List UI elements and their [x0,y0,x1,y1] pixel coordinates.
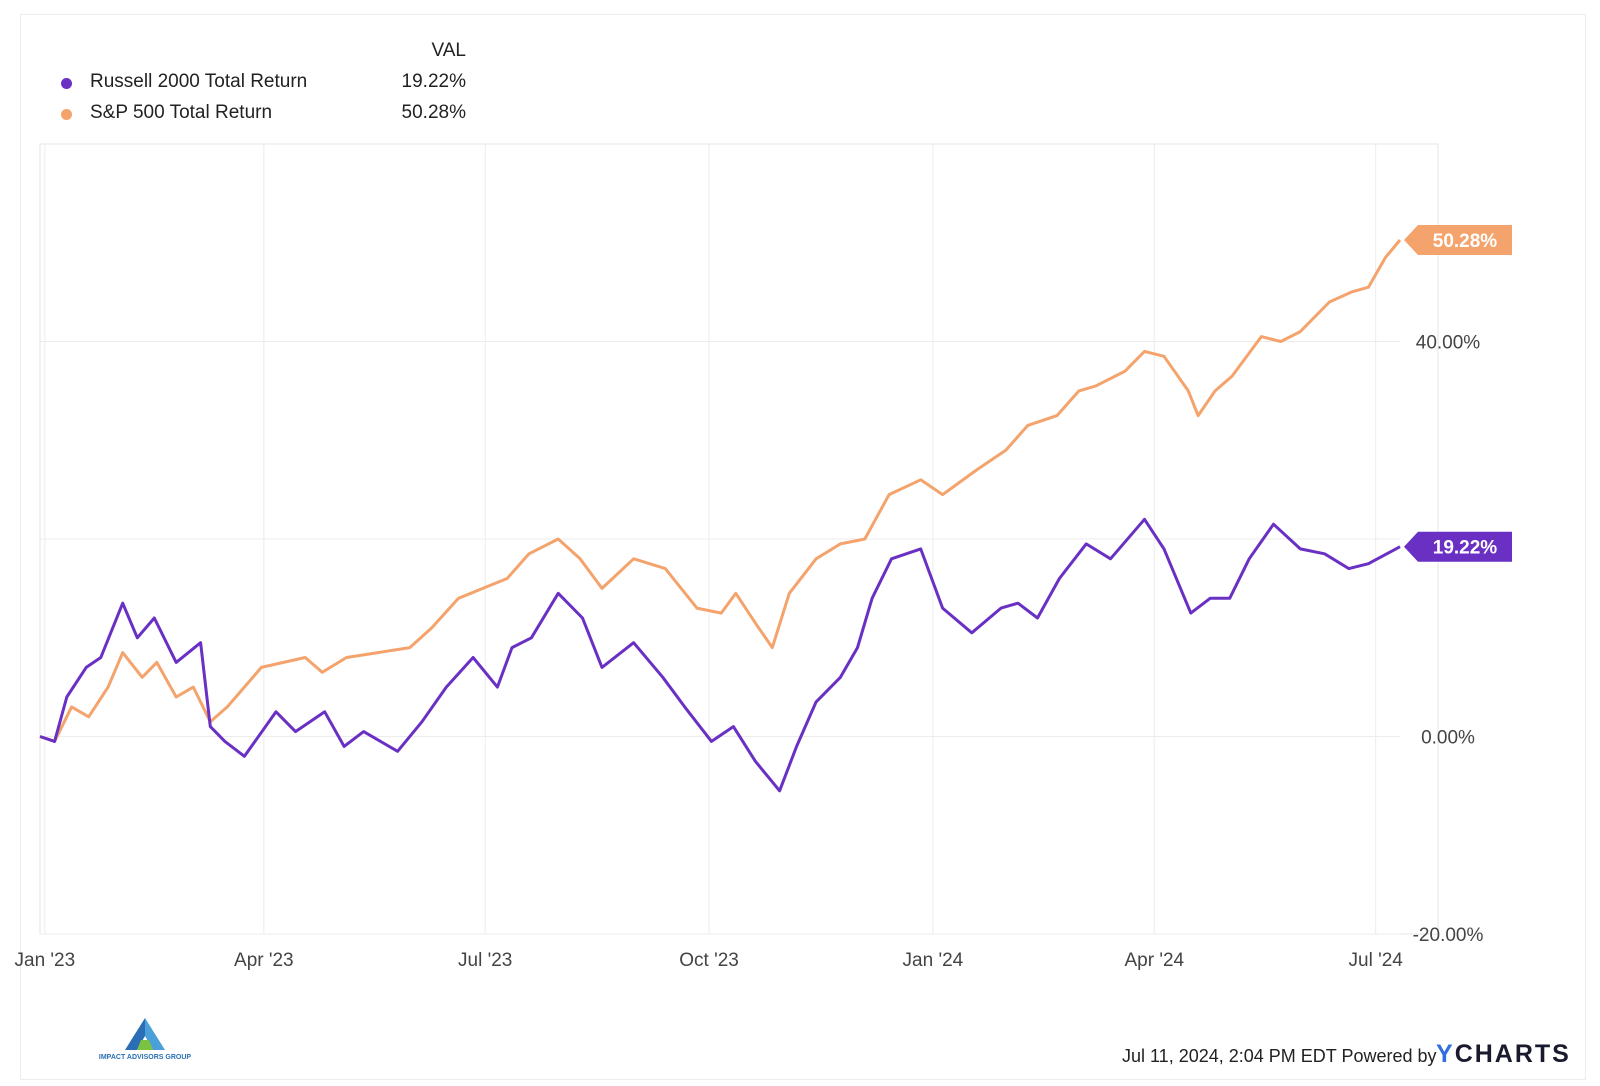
legend-value-russell: 19.22% [401,71,466,92]
impact-advisors-logo: IMPACT ADVISORS GROUP [95,1016,195,1066]
legend-value-sp500: 50.28% [401,102,466,123]
grid [40,144,1400,935]
end-badge-russell [1404,531,1512,562]
legend-item-sp500[interactable]: S&P 500 Total Return 50.28% [56,102,466,126]
x-tick-label: Jan '24 [903,950,964,971]
x-tick-label: Oct '23 [679,950,739,971]
series-line-russell [39,517,1401,793]
y-tick-label: 0.00% [1421,728,1475,749]
x-tick-label: Jul '24 [1349,950,1404,971]
ycharts-logo[interactable]: YCHARTS [1436,1040,1571,1069]
end-badge-sp500 [1404,224,1512,255]
end-label-russell: 19.22% [1433,538,1498,559]
legend-item-russell[interactable]: Russell 2000 Total Return 19.22% [56,71,466,95]
series-layer [39,239,1402,793]
legend-dot-sp500 [61,109,72,120]
y-tick-label: -20.00% [1413,925,1484,946]
end-labels: 19.22% 50.28% [1404,224,1512,562]
legend-label-sp500: S&P 500 Total Return [90,102,273,123]
x-tick-label: Apr '24 [1124,950,1184,971]
series-line-sp500 [39,239,1402,743]
legend-label-russell: Russell 2000 Total Return [90,71,308,92]
legend-header: VAL [431,40,466,61]
impact-advisors-logo-icon [125,1018,165,1050]
legend-dot-russell [61,78,72,89]
x-tick-label: Jan '23 [15,950,76,971]
x-tick-label: Jul '23 [458,950,512,971]
impact-advisors-name: IMPACT ADVISORS GROUP [98,1054,192,1061]
y-tick-label: 40.00% [1416,333,1481,354]
end-label-sp500: 50.28% [1433,231,1498,252]
ycharts-logo-y: Y [1436,1040,1455,1068]
x-tick-label: Apr '23 [234,950,294,971]
axes-layer: Jan '23 Apr '23 Jul '23 Oct '23 Jan '24 Apr '… [15,333,1484,972]
ycharts-logo-text: CHARTS [1454,1040,1571,1068]
chart-frame [20,14,1586,1080]
footer-timestamp: Jul 11, 2024, 2:04 PM EDT Powered by [1122,1046,1437,1066]
